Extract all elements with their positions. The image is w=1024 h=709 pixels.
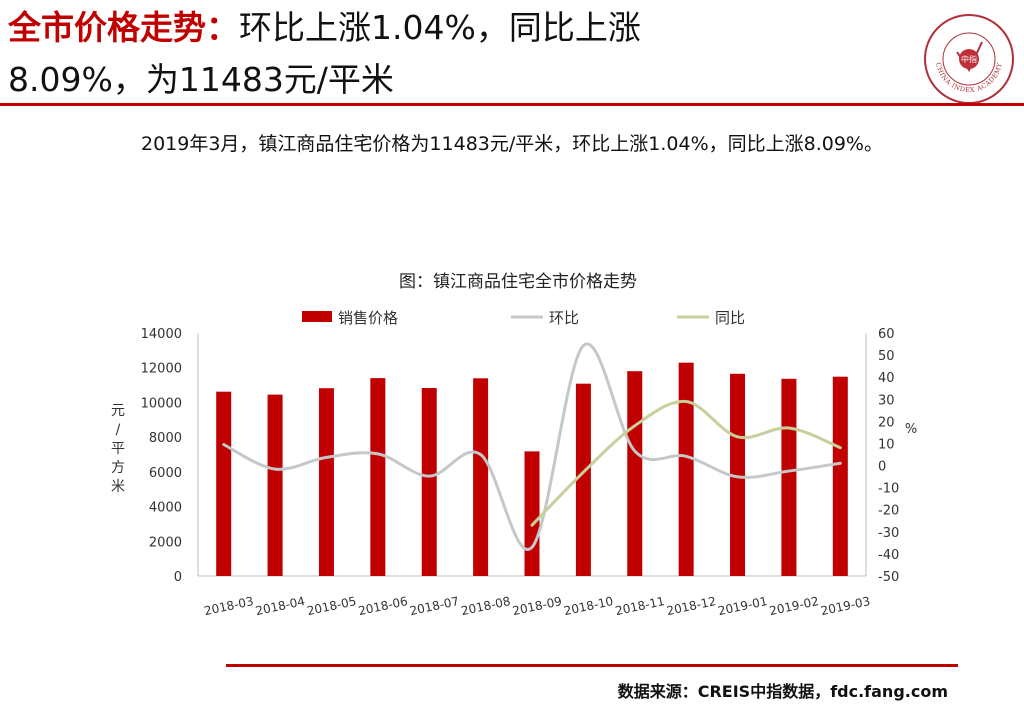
x-tick-label: 2018-12 — [665, 594, 717, 618]
x-tick-label: 2019-01 — [717, 594, 769, 618]
data-source: 数据来源：CREIS中指数据，fdc.fang.com — [617, 682, 948, 701]
chart-legend: 销售价格 环比 同比 — [302, 309, 745, 327]
y2-tick-label: 50 — [878, 349, 895, 364]
y-tick-label: 8000 — [149, 431, 182, 446]
y2-tick-label: 20 — [878, 415, 895, 430]
y-tick-label: 4000 — [149, 501, 182, 516]
y2-tick-label: 0 — [878, 460, 886, 475]
y-tick-label: 2000 — [149, 535, 182, 550]
y2-tick-label: 30 — [878, 393, 895, 408]
bar-2018-11 — [627, 371, 643, 576]
chart-title: 图：镇江商品住宅全市价格走势 — [399, 272, 637, 292]
bar-2018-03 — [216, 391, 232, 576]
china-index-academy-logo: 中指 CHINA INDEX ACADEMY — [924, 14, 1014, 104]
x-tick-label: 2018-04 — [254, 594, 306, 618]
bar-2019-02 — [781, 378, 797, 576]
bar-2018-07 — [421, 388, 437, 576]
line-series-mom — [222, 342, 842, 551]
x-tick-label: 2019-03 — [819, 594, 871, 618]
x-axis-labels: 2018-03 2018-04 2018-05 2018-06 2018-07 2018-… — [203, 594, 872, 618]
x-tick-label: 2018-03 — [203, 594, 255, 618]
bar-2018-10 — [575, 383, 591, 576]
y-tick-label: 12000 — [141, 362, 182, 377]
legend-label: 同比 — [715, 309, 745, 327]
y2-tick-label: -20 — [878, 504, 899, 519]
summary-text: 2019年3月，镇江商品住宅价格为11483元/平米，环比上涨1.04%，同比上… — [140, 133, 883, 155]
bar-2018-06 — [370, 378, 386, 576]
logo-center-text: 中指 — [961, 54, 977, 64]
y-axis-label: 元/平方米 — [111, 403, 125, 495]
header-divider — [0, 103, 1024, 106]
x-tick-label: 2018-05 — [306, 594, 358, 618]
y2-tick-label: -10 — [878, 482, 899, 497]
y-tick-label: 14000 — [141, 327, 182, 342]
x-tick-label: 2018-06 — [357, 594, 409, 618]
page-title-line2: 8.09%，为11483元/平米 — [8, 60, 394, 99]
y2-tick-label: 10 — [878, 437, 895, 452]
legend-label: 环比 — [549, 309, 579, 327]
bar-2019-03 — [832, 376, 848, 576]
bar-series — [216, 362, 848, 576]
title-highlight: 全市价格走势： — [8, 8, 239, 47]
legend-label: 销售价格 — [338, 309, 398, 327]
title-rest: 环比上涨1.04%，同比上涨 — [239, 8, 641, 47]
y-tick-label: 10000 — [141, 396, 182, 411]
x-tick-label: 2018-09 — [511, 594, 563, 618]
bar-2018-09 — [524, 451, 540, 576]
x-tick-label: 2018-11 — [614, 594, 666, 618]
price-trend-chart: 图：镇江商品住宅全市价格走势 销售价格 环比 同比 14000 12000 10000 8… — [111, 272, 917, 618]
y-tick-label: 0 — [174, 570, 182, 585]
y2-tick-label: -40 — [878, 548, 899, 563]
x-tick-label: 2019-02 — [768, 594, 820, 618]
bar-2018-05 — [318, 388, 334, 576]
bar-2019-01 — [730, 373, 746, 576]
bar-2018-08 — [473, 378, 489, 576]
footer-divider — [226, 664, 958, 667]
bar-2018-04 — [267, 394, 283, 576]
x-tick-label: 2018-10 — [563, 594, 615, 618]
legend-swatch-bar — [302, 311, 332, 322]
page-title: 全市价格走势：环比上涨1.04%，同比上涨 — [8, 8, 641, 48]
x-tick-label: 2018-07 — [408, 594, 460, 618]
y2-axis-label: % — [905, 422, 917, 437]
line-series — [222, 342, 842, 551]
x-tick-label: 2018-08 — [460, 594, 512, 618]
y2-tick-label: 60 — [878, 327, 895, 342]
y2-tick-label: -50 — [878, 570, 899, 585]
y2-tick-label: 40 — [878, 371, 895, 386]
y-tick-label: 6000 — [149, 466, 182, 481]
line-series-yoy — [530, 399, 842, 527]
y2-tick-label: -30 — [878, 526, 899, 541]
bar-2018-12 — [678, 362, 694, 576]
chart-axes: 14000 12000 10000 8000 6000 4000 2000 0 60 50 40 30… — [111, 327, 917, 585]
